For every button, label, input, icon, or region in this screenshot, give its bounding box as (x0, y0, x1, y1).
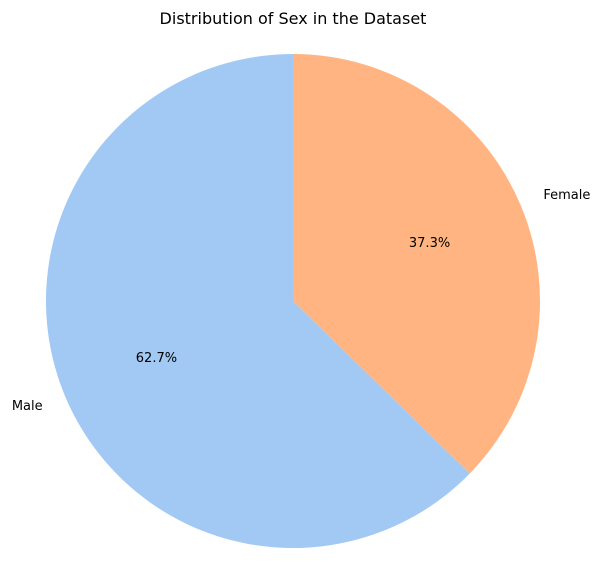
slice-label-male: Male (12, 399, 43, 414)
pie-slices (45, 54, 540, 548)
pie-slice-female (293, 54, 540, 474)
pie-labels: Male 62.7% Female 37.3% (12, 188, 591, 414)
chart-title: Distribution of Sex in the Dataset (160, 9, 427, 28)
percent-label-male: 62.7% (136, 351, 177, 366)
slice-label-female: Female (543, 188, 590, 203)
percent-label-female: 37.3% (409, 236, 450, 251)
pie-slice-male (45, 54, 470, 548)
